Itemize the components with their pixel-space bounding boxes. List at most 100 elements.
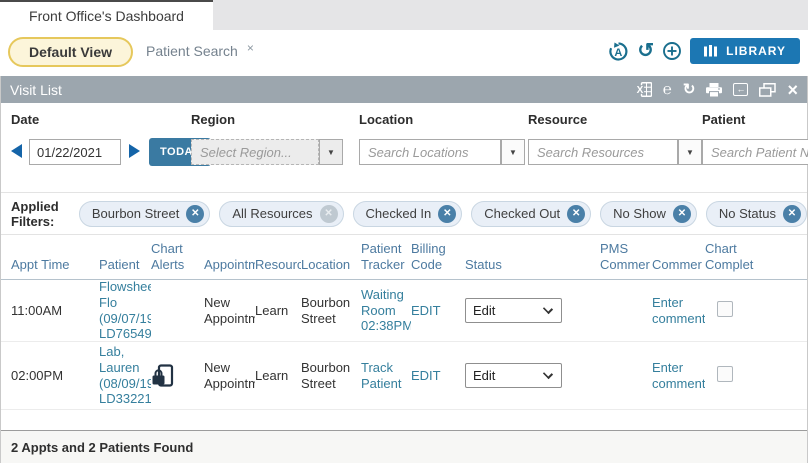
resource-dropdown-icon[interactable]: ▼ [678, 139, 702, 165]
remove-filter-icon[interactable]: ✕ [672, 204, 691, 223]
region-select: Select Region... [191, 139, 319, 165]
excel-export-icon[interactable]: X [635, 82, 652, 97]
resource-cell: Learn [255, 302, 289, 318]
visit-row: 11:00AM Flowshee Flo (09/07/19 LD76549 N… [1, 279, 807, 342]
remove-filter-icon[interactable]: ✕ [186, 204, 205, 223]
auto-refresh-icon[interactable]: A [608, 41, 629, 62]
chart-complete-checkbox[interactable] [717, 301, 733, 317]
filter-pill-label: All Resources [232, 206, 313, 221]
filter-pill-label: Checked Out [484, 206, 561, 221]
filter-pills: Bourbon Street ✕ All Resources ✕ Checked… [78, 200, 807, 227]
patient-link[interactable]: Lab, Lauren (08/09/19 LD33221 [99, 344, 151, 407]
date-input[interactable] [29, 139, 121, 165]
svg-text:A: A [615, 47, 623, 59]
column-header-comments: Commer [652, 256, 702, 272]
visit-table-header: Appt Time Patient Chart Alerts Appointm … [1, 235, 807, 280]
enter-comment-link[interactable]: Enter comment [652, 294, 705, 326]
patient-tracker-link[interactable]: Waiting Room 02:38PM [361, 287, 411, 334]
column-header-status: Status [465, 256, 502, 272]
tab-patient-search-label: Patient Search [146, 43, 238, 59]
applied-filters-label: Applied Filters: [11, 198, 59, 229]
location-cell: Bourbon Street [301, 294, 351, 326]
status-select[interactable]: Edit [466, 364, 561, 387]
chart-complete-checkbox[interactable] [717, 366, 733, 382]
applied-filters-row: Applied Filters: Bourbon Street ✕ All Re… [1, 192, 807, 235]
top-action-icons: A ↺ LIBRARY [608, 38, 800, 64]
billing-code-edit-link[interactable]: EDIT [411, 367, 441, 383]
location-cell: Bourbon Street [301, 359, 351, 391]
refresh-icon[interactable]: ↻ [682, 81, 696, 98]
location-label: Location [359, 112, 414, 127]
column-header-appt-time: Appt Time [11, 256, 70, 272]
remove-filter-icon[interactable]: ✕ [783, 204, 801, 223]
resource-search-input[interactable] [528, 139, 678, 165]
visit-list-panel: Visit List X ℮ ↻ [0, 76, 808, 463]
previous-day-icon[interactable] [11, 144, 22, 158]
tab-front-office-dashboard[interactable]: Front Office's Dashboard [0, 0, 213, 30]
appointment-type-cell: New Appointm [204, 359, 255, 391]
enter-comment-link[interactable]: Enter comment [652, 359, 705, 391]
date-label: Date [11, 112, 40, 127]
remove-filter-icon-disabled: ✕ [319, 204, 338, 223]
column-header-pms-comments: PMS Commer [600, 240, 650, 272]
print-icon[interactable] [706, 82, 723, 97]
panel-title: Visit List [10, 81, 62, 98]
column-header-resource: Resource [255, 256, 301, 272]
status-select-wrap: Edit [465, 363, 562, 388]
main-tabstrip: Front Office's Dashboard [0, 0, 808, 30]
close-tab-icon[interactable]: × [246, 41, 254, 55]
cascade-window-icon[interactable] [759, 82, 777, 97]
appt-time-cell: 11:00AM [11, 302, 63, 318]
svg-text:X: X [636, 85, 643, 96]
resource-label: Resource [528, 112, 588, 127]
filter-pill-no-status: No Status ✕ [705, 200, 807, 227]
library-button-label: LIBRARY [726, 44, 786, 58]
library-button[interactable]: LIBRARY [690, 38, 800, 64]
location-search-input[interactable] [359, 139, 501, 165]
location-dropdown-icon[interactable]: ▼ [501, 139, 525, 165]
resource-cell: Learn [255, 367, 289, 383]
column-header-billing-code: Billing Code [411, 240, 446, 272]
results-summary: 2 Appts and 2 Patients Found [1, 430, 807, 463]
column-header-location: Location [301, 256, 351, 272]
patient-search-input[interactable] [702, 139, 808, 165]
refresh-data-icon[interactable]: ℮ [662, 81, 672, 98]
column-header-chart-alerts: Chart Alerts [151, 240, 185, 272]
filter-pill-bourbon-street: Bourbon Street ✕ [78, 200, 211, 227]
next-day-icon[interactable] [129, 144, 140, 158]
filter-pill-label: No Show [613, 206, 666, 221]
library-books-icon [704, 44, 718, 58]
close-icon[interactable]: × [787, 79, 798, 100]
view-tab-row: Default View Patient Search × A ↺ [0, 30, 808, 76]
empty-table-space [1, 410, 807, 430]
chart-alerts-cell [151, 363, 204, 389]
billing-code-edit-link[interactable]: EDIT [411, 302, 441, 318]
column-header-patient-tracker: Patient Tracker [361, 240, 405, 272]
appointment-type-cell: New Appointm [204, 294, 255, 326]
filter-pill-label: No Status [718, 206, 776, 221]
remove-filter-icon[interactable]: ✕ [567, 204, 586, 223]
region-dropdown-icon: ▼ [319, 139, 343, 165]
remove-filter-icon[interactable]: ✕ [438, 204, 457, 223]
column-header-patient: Patient [99, 256, 140, 272]
patient-link[interactable]: Flowshee Flo (09/07/19 LD76549 [99, 279, 151, 342]
visit-list-header-bar: Visit List X ℮ ↻ [1, 76, 807, 103]
filter-pill-checked-in: Checked In ✕ [352, 200, 463, 227]
filter-pill-label: Bourbon Street [91, 206, 180, 221]
add-icon[interactable] [662, 41, 682, 61]
locked-document-icon[interactable] [151, 363, 175, 389]
filter-pill-checked-out: Checked Out ✕ [471, 200, 592, 227]
patient-tracker-link[interactable]: Track Patient [361, 359, 402, 391]
column-header-chart-complete: Chart Complet [705, 240, 754, 272]
status-select[interactable]: Edit [466, 299, 561, 322]
undo-icon[interactable]: ↺ [637, 40, 655, 62]
filter-pill-label: Checked In [365, 206, 432, 221]
filter-section: Date Region Location Resource Patient TO… [1, 103, 808, 192]
tab-patient-search[interactable]: Patient Search × [146, 41, 254, 59]
export-back-icon[interactable]: ← [733, 83, 749, 96]
tab-default-view[interactable]: Default View [8, 37, 133, 67]
filter-pill-no-show: No Show ✕ [600, 200, 697, 227]
region-label: Region [191, 112, 236, 127]
status-select-wrap: Edit [465, 298, 562, 323]
